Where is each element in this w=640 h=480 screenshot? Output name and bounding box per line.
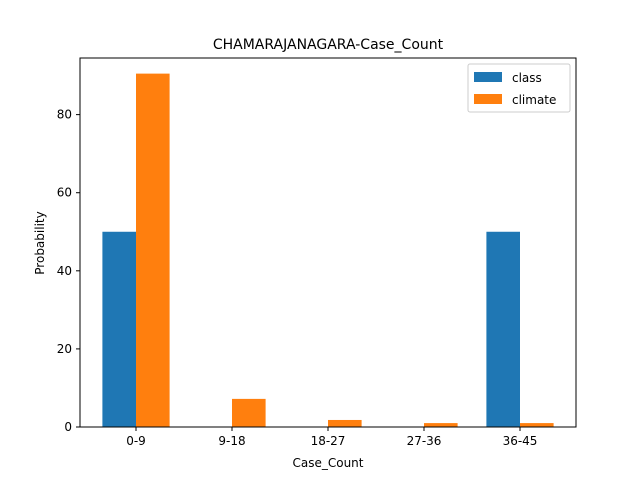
- legend: class climate: [467, 63, 571, 113]
- bar-climate-27-36: [424, 423, 458, 427]
- x-tick-label: 0-9: [126, 434, 146, 448]
- y-tick-label: 80: [57, 108, 72, 122]
- y-tick-label: 60: [57, 186, 72, 200]
- bar-climate-36-45: [520, 423, 554, 427]
- x-axis-label: Case_Count: [292, 456, 363, 470]
- bar-climate-9-18: [232, 398, 266, 427]
- chart-title: CHAMARAJANAGARA-Case_Count: [213, 37, 444, 53]
- y-tick-label: 20: [57, 342, 72, 356]
- x-tick-label: 36-45: [503, 434, 538, 448]
- bar-climate-18-27: [328, 419, 362, 427]
- legend-label-climate: climate: [512, 93, 556, 107]
- x-tick-label: 18-27: [311, 434, 346, 448]
- axes-layer: 0-9 9-18 18-27 27-36 36-45 0 20 40 60 80: [57, 108, 538, 448]
- plot-frame: [79, 57, 577, 428]
- y-tick-label: 0: [64, 420, 72, 434]
- bar-climate-0-9: [136, 73, 170, 427]
- bar-class-36-45: [486, 231, 520, 427]
- x-tick-label: 9-18: [218, 434, 245, 448]
- bars-layer: [102, 73, 554, 427]
- bar-class-0-9: [102, 231, 136, 427]
- legend-swatch-class: [474, 72, 502, 82]
- y-axis-label: Probability: [33, 211, 47, 274]
- y-tick-label: 40: [57, 264, 72, 278]
- x-tick-label: 27-36: [407, 434, 442, 448]
- legend-swatch-climate: [474, 94, 502, 104]
- legend-label-class: class: [512, 71, 542, 85]
